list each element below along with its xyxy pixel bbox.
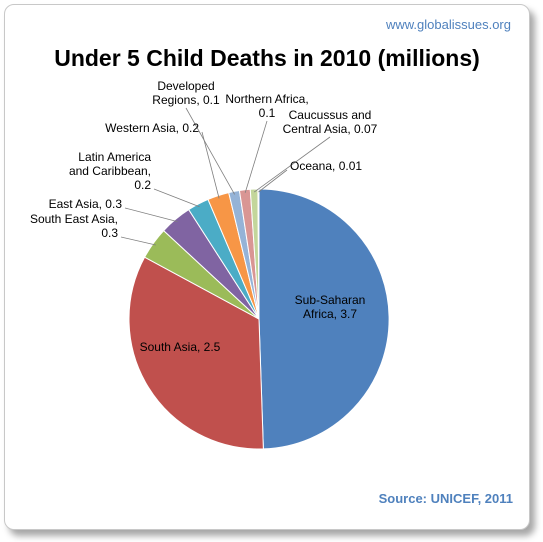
pie-slice [258, 188, 390, 450]
slice-label: Oceana, 0.01 [290, 159, 362, 173]
leader-line [253, 136, 331, 193]
source-note: Source: UNICEF, 2011 [378, 491, 513, 506]
slice-label: East Asia, 0.3 [49, 197, 123, 211]
leader-line [120, 236, 156, 246]
pie-chart: Sub-Saharan Africa, 3.7 South Asia, 2.5 Sou… [30, 79, 390, 450]
slice-label: South Asia, 2.5 [140, 340, 221, 354]
leader-line [201, 131, 220, 199]
slice-label: South East Asia, 0.3 [30, 212, 118, 240]
chart-title: Under 5 Child Deaths in 2010 (millions) [54, 45, 480, 71]
leader-line [153, 188, 200, 208]
slice-label: Sub-Saharan Africa, 3.7 [295, 293, 366, 321]
slice-label: Developed Regions, 0.1 [152, 79, 220, 107]
leader-line [124, 207, 178, 222]
leader-line [244, 120, 268, 193]
slice-label: Latin America and Caribbean, 0.2 [69, 150, 151, 192]
slice-label: Caucussus and Central Asia, 0.07 [283, 108, 378, 136]
pie-slice [128, 256, 264, 450]
slice-label: Northern Africa, 0.1 [225, 92, 308, 120]
chart-frame: www.globalissues.org Under 5 Child Death… [4, 4, 530, 530]
site-url: www.globalissues.org [385, 17, 511, 32]
leader-line [185, 107, 235, 195]
leader-line [258, 169, 288, 193]
slice-label: Western Asia, 0.2 [105, 121, 199, 135]
